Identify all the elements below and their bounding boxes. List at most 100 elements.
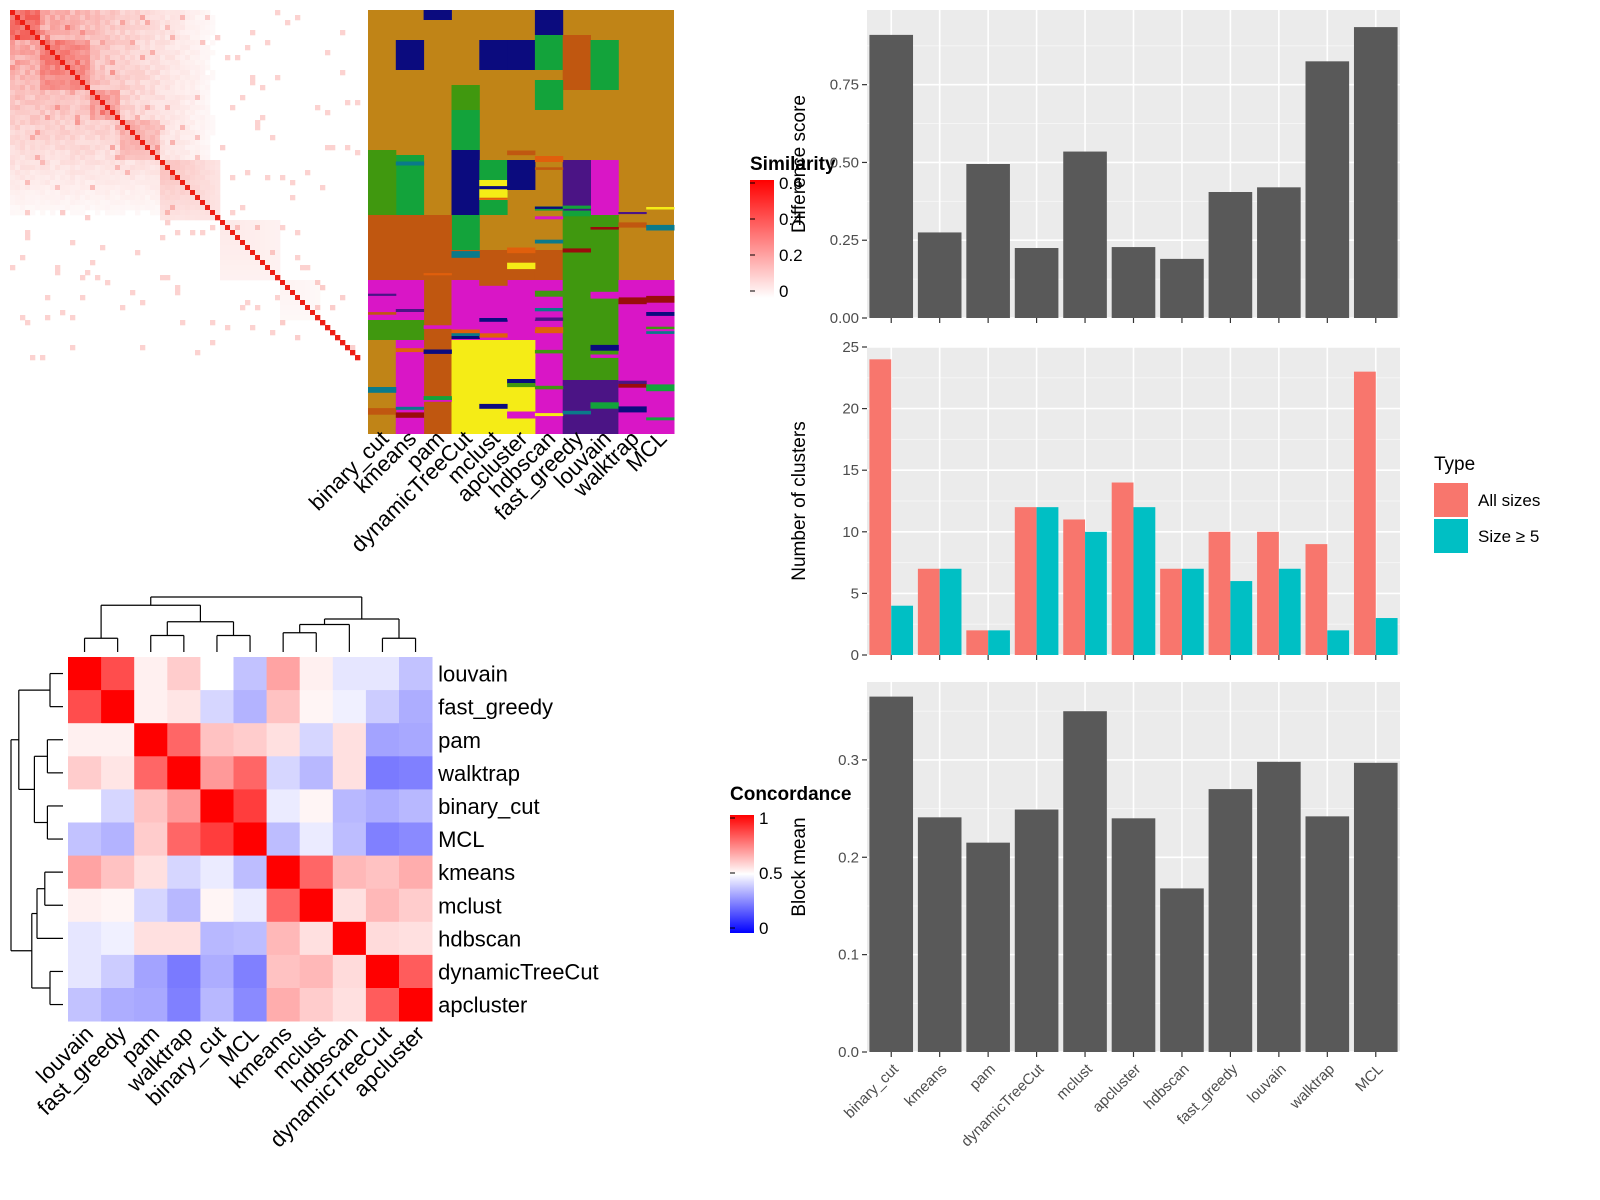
- concordance-cell: [266, 921, 301, 956]
- similarity-cell: [80, 130, 86, 136]
- similarity-cell: [250, 230, 256, 236]
- legend-key: [1434, 483, 1468, 517]
- similarity-cell: [170, 95, 176, 101]
- similarity-cell: [50, 70, 56, 76]
- similarity-cell: [120, 40, 126, 46]
- similarity-cell: [170, 190, 176, 196]
- similarity-cell: [190, 135, 196, 141]
- similarity-cell: [300, 295, 306, 301]
- similarity-color-bar: [750, 180, 774, 298]
- similarity-cell: [125, 60, 131, 66]
- similarity-cell: [40, 20, 46, 26]
- similarity-cell: [275, 255, 281, 261]
- similarity-cell: [170, 130, 176, 136]
- similarity-cell: [25, 175, 31, 181]
- similarity-cell: [110, 15, 116, 21]
- similarity-cell: [15, 25, 21, 31]
- similarity-cell: [180, 115, 186, 121]
- similarity-cell: [80, 210, 86, 216]
- similarity-cell: [115, 75, 121, 81]
- similarity-cell: [155, 95, 161, 101]
- similarity-cell: [190, 165, 196, 171]
- similarity-cell: [105, 80, 111, 86]
- similarity-cell: [60, 195, 66, 201]
- similarity-cell: [80, 195, 86, 201]
- similarity-cell: [155, 105, 161, 111]
- similarity-cell: [45, 185, 51, 191]
- y-axis-title: Difference score: [789, 95, 810, 233]
- similarity-cell: [170, 125, 176, 131]
- similarity-cell: [75, 135, 81, 141]
- similarity-cell: [200, 95, 206, 101]
- similarity-cell: [10, 120, 16, 126]
- similarity-cell: [140, 115, 146, 121]
- similarity-cell: [270, 240, 276, 246]
- bar-louvain: [1257, 187, 1301, 318]
- membership-stripe: [646, 384, 675, 392]
- similarity-cell: [275, 265, 281, 271]
- similarity-cell: [165, 70, 171, 76]
- similarity-cell: [100, 125, 106, 131]
- similarity-cell: [75, 65, 81, 71]
- similarity-cell: [25, 10, 31, 16]
- bar-louvain-0: [1257, 531, 1279, 655]
- similarity-cell: [25, 85, 31, 91]
- similarity-cell: [215, 190, 221, 196]
- similarity-cell: [190, 170, 196, 176]
- similarity-cell: [85, 50, 91, 56]
- similarity-cell: [30, 150, 36, 156]
- membership-stripe: [646, 312, 675, 316]
- similarity-cell: [15, 65, 21, 71]
- similarity-cell: [10, 75, 16, 81]
- similarity-cell: [90, 100, 96, 106]
- similarity-cell: [115, 130, 121, 136]
- similarity-cell: [50, 125, 56, 131]
- concordance-cell: [68, 756, 102, 790]
- similarity-cell: [135, 105, 141, 111]
- similarity-cell: [185, 180, 191, 186]
- x-tick-label: binary_cut: [841, 1060, 903, 1122]
- similarity-cell: [160, 85, 166, 91]
- concordance-row-label: hdbscan: [438, 926, 521, 951]
- similarity-cell: [75, 190, 81, 196]
- similarity-cell: [95, 15, 101, 21]
- similarity-cell: [60, 125, 66, 131]
- similarity-cell: [275, 225, 281, 231]
- concordance-cell: [134, 822, 168, 856]
- similarity-cell: [160, 20, 166, 26]
- similarity-cell: [15, 130, 21, 136]
- similarity-cell: [40, 40, 46, 46]
- similarity-cell: [145, 10, 151, 16]
- membership-stripe: [562, 410, 591, 415]
- similarity-cell: [175, 35, 181, 41]
- similarity-cell: [150, 165, 156, 171]
- similarity-cell: [110, 100, 116, 106]
- similarity-cell: [40, 25, 46, 31]
- similarity-cell: [285, 290, 291, 296]
- similarity-cell: [90, 165, 96, 171]
- similarity-cell: [130, 40, 136, 46]
- similarity-cell: [15, 80, 21, 86]
- similarity-cell: [85, 180, 91, 186]
- membership-segment: [618, 280, 647, 380]
- similarity-cell: [245, 230, 251, 236]
- similarity-cell: [200, 200, 206, 206]
- similarity-cell: [260, 225, 266, 231]
- membership-stripe: [562, 248, 591, 253]
- similarity-cell: [55, 270, 61, 276]
- similarity-cell: [205, 30, 211, 36]
- similarity-cell: [40, 100, 46, 106]
- similarity-cell: [165, 80, 171, 86]
- similarity-cell: [55, 190, 61, 196]
- bar-kmeans: [917, 817, 962, 1052]
- similarity-cell: [125, 125, 131, 131]
- concordance-cell: [101, 954, 135, 989]
- similarity-cell: [165, 140, 171, 146]
- membership-stripe: [479, 197, 508, 200]
- similarity-cell: [40, 105, 46, 111]
- similarity-cell: [135, 190, 141, 196]
- concordance-cell: [167, 756, 201, 790]
- similarity-cell: [155, 115, 161, 121]
- similarity-cell: [65, 80, 71, 86]
- similarity-cell: [150, 170, 156, 176]
